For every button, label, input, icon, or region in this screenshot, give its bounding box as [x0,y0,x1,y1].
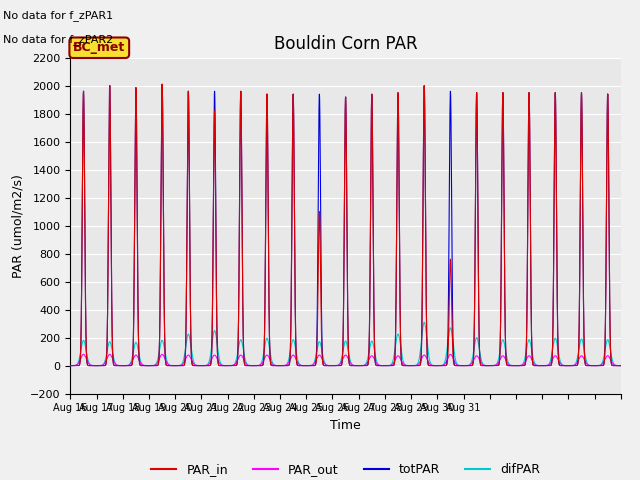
Y-axis label: PAR (umol/m2/s): PAR (umol/m2/s) [12,174,24,277]
X-axis label: Time: Time [330,419,361,432]
Text: BC_met: BC_met [73,41,125,54]
Legend: PAR_in, PAR_out, totPAR, difPAR: PAR_in, PAR_out, totPAR, difPAR [147,458,545,480]
Text: No data for f_zPAR2: No data for f_zPAR2 [3,34,113,45]
Text: No data for f_zPAR1: No data for f_zPAR1 [3,10,113,21]
Title: Bouldin Corn PAR: Bouldin Corn PAR [274,35,417,53]
